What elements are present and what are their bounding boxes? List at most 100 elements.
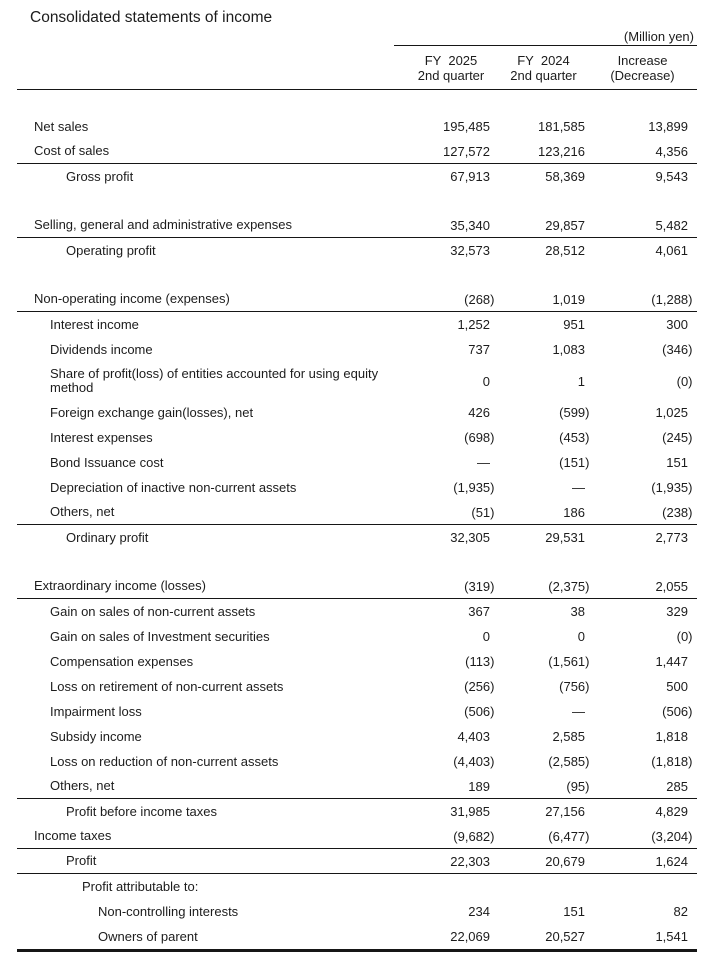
value-cell-fy2024: 1,083 [496, 342, 591, 357]
value-cell-increase-decrease: (506) [591, 704, 694, 719]
value-text: — [572, 480, 585, 495]
value-text: 234 [468, 904, 490, 919]
value-cell-increase-decrease: (245) [591, 430, 694, 445]
row-label: Ordinary profit [66, 529, 149, 545]
column-header-fy2025: FY 2025 2nd quarter [406, 53, 496, 83]
value-cell-increase-decrease: 4,829 [591, 804, 694, 819]
value-cell-increase-decrease: 4,356 [591, 144, 694, 159]
row-label: Loss on reduction of non-current assets [50, 753, 279, 769]
value-cell-fy2024: (6,477) [496, 829, 591, 844]
row-label: Gain on sales of non-current assets [50, 603, 256, 619]
table-row: Interest expenses (698) (453) (245) [17, 425, 697, 450]
value-cell-increase-decrease: 1,541 [591, 929, 694, 944]
table-row: Subsidy income 4,403 2,585 1,818 [17, 724, 697, 749]
value-text: 329 [666, 604, 688, 619]
value-cell-increase-decrease: 2,773 [591, 530, 694, 545]
value-text: (599) [559, 405, 590, 420]
row-label: Subsidy income [50, 728, 142, 744]
value-cell-increase-decrease: (1,935) [591, 480, 694, 495]
value-text: 4,356 [655, 143, 688, 159]
value-cell-increase-decrease: 1,818 [591, 729, 694, 744]
value-text: 5,482 [655, 217, 688, 233]
value-text: (51) [471, 504, 495, 520]
value-text: (346) [662, 342, 693, 357]
value-cell-fy2024: 186 [496, 505, 591, 520]
value-text: (1,935) [651, 480, 693, 495]
value-cell-fy2025: (506) [406, 704, 496, 719]
value-cell-fy2025: 32,305 [406, 530, 496, 545]
row-label: Impairment loss [50, 703, 142, 719]
row-label: Dividends income [50, 341, 153, 357]
value-text: 20,527 [545, 929, 585, 944]
value-cell-fy2025 [406, 879, 496, 894]
value-cell-increase-decrease: 13,899 [591, 119, 694, 134]
row-label: Loss on retirement of non-current assets [50, 678, 284, 694]
unit-note-row: (Million yen) [394, 29, 697, 46]
table-row: Ordinary profit 32,305 29,531 2,773 [17, 525, 697, 550]
value-text: 20,679 [545, 853, 585, 869]
value-cell-fy2024 [496, 879, 591, 894]
value-text: 9,543 [655, 169, 688, 184]
column-header-fy2024: FY 2024 2nd quarter [496, 53, 591, 83]
value-text: 367 [468, 604, 490, 619]
value-text: 186 [563, 504, 585, 520]
value-cell-increase-decrease: 82 [591, 904, 694, 919]
value-cell-increase-decrease: (1,818) [591, 754, 694, 769]
row-label: Profit before income taxes [66, 803, 218, 819]
row-label: Gross profit [66, 168, 134, 184]
value-text: 189 [468, 778, 490, 794]
table-row: Selling, general and administrative expe… [17, 213, 697, 238]
value-cell-fy2025: 426 [406, 405, 496, 420]
value-cell-fy2024: 29,857 [496, 218, 591, 233]
table-row: Net sales 195,485 181,585 13,899 [17, 114, 697, 139]
value-text: 737 [468, 342, 490, 357]
row-label: Selling, general and administrative expe… [34, 217, 292, 232]
value-text: 0 [482, 629, 490, 644]
row-label: Interest income [50, 316, 139, 332]
value-cell-fy2024: (453) [496, 430, 591, 445]
value-text: (2,375) [548, 578, 590, 594]
section-gap [17, 189, 697, 213]
value-cell-fy2025: 189 [406, 779, 496, 794]
value-text: 195,485 [443, 119, 490, 134]
value-text: 1,541 [655, 929, 688, 944]
value-text: 13,899 [648, 119, 688, 134]
column-header-fy2024-line2: 2nd quarter [510, 68, 577, 83]
value-cell-fy2024: 1,019 [496, 292, 591, 307]
row-label: Profit [66, 853, 97, 868]
value-text: 951 [563, 317, 585, 332]
value-text: — [477, 455, 490, 470]
table-row: Gain on sales of Investment securities 0 0… [17, 624, 697, 649]
value-cell-fy2024: (1,561) [496, 654, 591, 669]
value-text: (268) [464, 291, 495, 307]
value-cell-increase-decrease: 2,055 [591, 579, 694, 594]
value-cell-fy2024: 181,585 [496, 119, 591, 134]
value-cell-increase-decrease: 4,061 [591, 243, 694, 258]
section-gap [17, 263, 697, 287]
table-row: Non-operating income (expenses) (268) 1,01… [17, 287, 697, 312]
value-text: 2,055 [655, 578, 688, 594]
value-text: 1,019 [552, 291, 585, 307]
table-row: Cost of sales 127,572 123,216 4,356 [17, 139, 697, 164]
value-cell-fy2024: 123,216 [496, 144, 591, 159]
table-row: Operating profit 32,573 28,512 4,061 [17, 238, 697, 263]
value-text: 4,403 [457, 729, 490, 744]
value-cell-fy2025: 67,913 [406, 169, 496, 184]
value-cell-increase-decrease: 5,482 [591, 218, 694, 233]
value-text: (756) [559, 679, 590, 694]
value-cell-increase-decrease [591, 879, 694, 894]
value-cell-increase-decrease: 300 [591, 317, 694, 332]
table-row: Impairment loss (506) — (506) [17, 699, 697, 724]
value-cell-fy2024: 951 [496, 317, 591, 332]
table-row: Extraordinary income (losses) (319) (2,375… [17, 574, 697, 599]
value-text: 426 [468, 405, 490, 420]
table-row: Non-controlling interests 234 151 82 [17, 899, 697, 924]
value-text: (3,204) [651, 828, 693, 844]
row-label: Profit attributable to: [82, 878, 199, 894]
value-text: 1,083 [552, 342, 585, 357]
value-text: 32,573 [450, 243, 490, 258]
value-text: 58,369 [545, 169, 585, 184]
value-text: (238) [662, 504, 693, 520]
row-label: Gain on sales of Investment securities [50, 628, 270, 644]
row-label: Interest expenses [50, 429, 153, 445]
